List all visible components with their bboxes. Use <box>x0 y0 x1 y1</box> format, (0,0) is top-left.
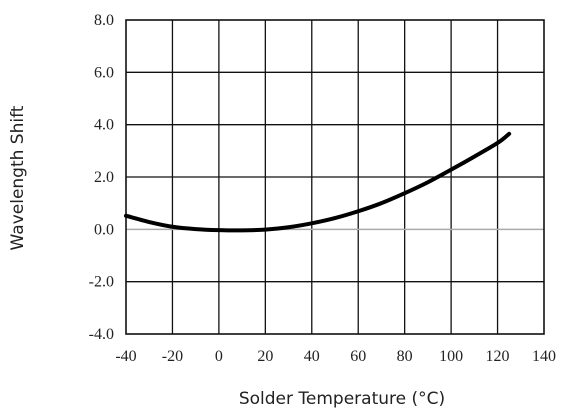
gridlines <box>126 20 544 334</box>
y-tick-labels: 8.0 6.0 4.0 2.0 0.0 -2.0 -4.0 <box>89 12 114 343</box>
x-tick-label: 120 <box>486 348 510 365</box>
y-tick-label: 0.0 <box>94 221 114 238</box>
y-tick-label: 8.0 <box>94 12 114 29</box>
x-tick-label: -20 <box>162 348 183 365</box>
series-line <box>124 131 512 233</box>
x-tick-label: 80 <box>397 348 413 365</box>
x-tick-label: 60 <box>350 348 366 365</box>
x-tick-labels: -40 -20 0 20 40 60 80 100 120 140 <box>115 348 556 365</box>
y-tick-label: -4.0 <box>89 326 114 343</box>
y-tick-label: 2.0 <box>94 169 114 186</box>
x-tick-label: 40 <box>304 348 320 365</box>
y-axis-title: Wavelength Shift <box>8 105 28 250</box>
y-tick-label: 4.0 <box>94 117 114 134</box>
x-tick-label: 140 <box>532 348 556 365</box>
x-tick-label: -40 <box>115 348 136 365</box>
x-axis-title: Solder Temperature (°C) <box>239 389 445 409</box>
plot-area-frame <box>125 19 545 335</box>
y-tick-label: -2.0 <box>89 274 114 291</box>
x-tick-label: 0 <box>215 348 223 365</box>
y-tick-label: 6.0 <box>94 64 114 81</box>
x-tick-label: 100 <box>439 348 463 365</box>
x-tick-label: 20 <box>257 348 273 365</box>
